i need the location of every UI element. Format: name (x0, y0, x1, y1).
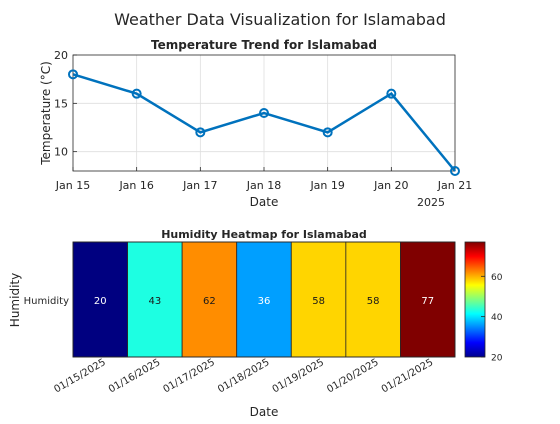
temperature-x-tick-label: Jan 18 (246, 179, 281, 192)
temperature-x-axis-label: Date (250, 195, 279, 209)
humidity-x-tick-label: 01/17/2025 (162, 357, 217, 395)
temperature-y-tick-label: 15 (54, 97, 68, 110)
temperature-grid (73, 55, 455, 171)
temperature-data-point (386, 88, 397, 99)
temperature-data-point (195, 127, 206, 138)
temperature-data-point (450, 166, 460, 176)
humidity-x-tick-label: 01/20/2025 (325, 357, 380, 395)
humidity-x-ticks: 01/15/2025 01/16/2025 01/17/2025 01/18/2025… (52, 357, 435, 395)
temperature-data-point (259, 108, 269, 118)
humidity-cell-value: 58 (367, 296, 380, 307)
humidity-plot-area (72, 241, 456, 358)
temperature-x-tick-label: Jan 20 (373, 179, 408, 192)
humidity-x-tick-label: 01/15/2025 (52, 357, 107, 395)
humidity-cell-value: 62 (203, 296, 216, 307)
humidity-x-tick-label: 01/18/2025 (216, 357, 271, 395)
humidity-heatmap: Humidity Heatmap for Islamabad 20 43 62 36 5… (8, 228, 503, 419)
humidity-cell (345, 241, 401, 358)
humidity-x-tick-label: 01/19/2025 (271, 357, 326, 395)
temperature-data-point (131, 88, 142, 99)
temperature-y-axis-label: Temperature (°C) (39, 61, 53, 166)
humidity-colorbar (464, 241, 486, 358)
temperature-x-tick-label: Jan 15 (55, 179, 90, 192)
figure-title: Weather Data Visualization for Islamabad (114, 10, 446, 29)
humidity-colorbar-tick-label: 40 (491, 313, 503, 323)
humidity-x-tick-label: 01/16/2025 (107, 357, 162, 395)
temperature-data-point (322, 127, 333, 138)
humidity-cell (290, 241, 347, 358)
humidity-cell-value: 36 (258, 296, 271, 307)
humidity-chart-title: Humidity Heatmap for Islamabad (161, 228, 367, 241)
temperature-y-tick-label: 10 (54, 146, 68, 159)
temperature-series-line (72, 73, 456, 172)
humidity-cell-value: 58 (312, 296, 325, 307)
humidity-colorbar-ticks: 20 40 60 (481, 273, 503, 364)
temperature-x-tick-label: Jan 17 (182, 179, 217, 192)
humidity-x-tick-label: 01/21/2025 (380, 357, 435, 395)
temperature-x-tick-label: Jan 19 (309, 179, 344, 192)
humidity-colorbar-tick-label: 20 (491, 354, 503, 364)
temperature-series-points (68, 69, 460, 176)
humidity-cell-value: 43 (148, 296, 161, 307)
humidity-x-axis-label: Date (250, 405, 279, 419)
humidity-cell (72, 241, 128, 358)
temperature-x-ticks: Jan 15 Jan 16 Jan 17 Jan 18 Jan 19 Jan 20 Jan … (55, 167, 472, 192)
temperature-chart-title: Temperature Trend for Islamabad (151, 38, 377, 52)
temperature-data-point (68, 69, 78, 80)
humidity-row-label: Humidity (24, 296, 69, 307)
humidity-cell (127, 241, 183, 358)
temperature-x-year-label: 2025 (417, 196, 445, 209)
humidity-cell-value: 20 (94, 296, 107, 307)
temperature-y-ticks: 10 15 20 (54, 49, 77, 159)
humidity-cell (181, 241, 238, 358)
temperature-x-tick-label: Jan 16 (118, 179, 153, 192)
humidity-colorbar-tick-label: 60 (491, 273, 503, 283)
humidity-cell (236, 241, 292, 358)
humidity-cells: 20 43 62 36 58 58 77 (72, 241, 456, 358)
humidity-y-axis-label: Humidity (8, 273, 22, 327)
temperature-y-tick-label: 20 (54, 49, 68, 62)
temperature-x-tick-label: Jan 21 (437, 179, 472, 192)
temperature-line-chart: Temperature Trend for Islamabad Jan 15 Ja… (39, 38, 472, 209)
humidity-cell-value: 77 (421, 296, 434, 307)
